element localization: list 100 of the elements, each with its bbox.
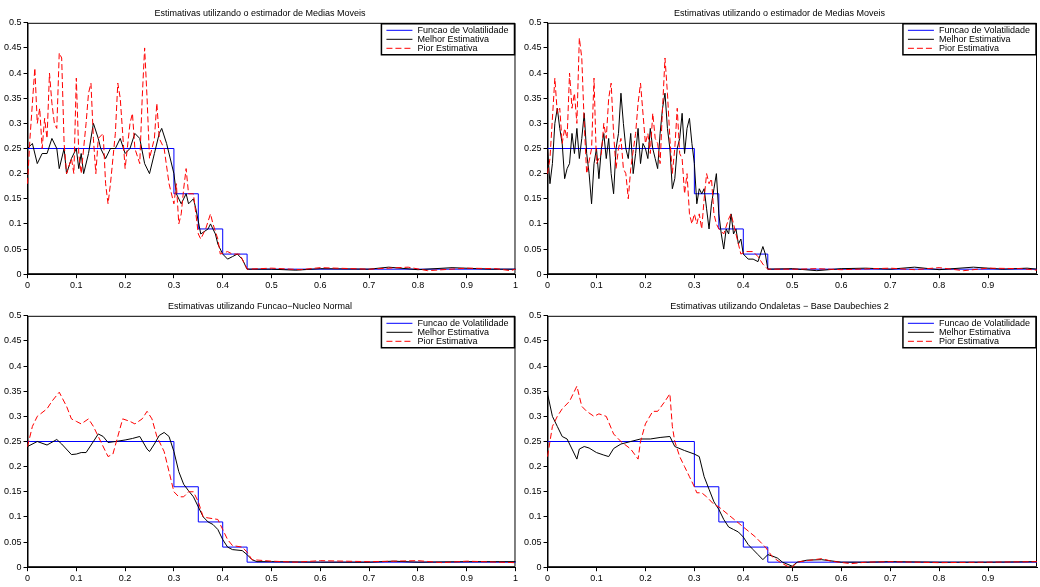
y-tick-label: 0: [536, 561, 542, 572]
x-tick-label: 0: [545, 280, 551, 291]
y-tick-label: 0.15: [3, 486, 22, 497]
x-tick-label: 0.3: [688, 573, 701, 584]
x-tick-label: 0.4: [737, 573, 750, 584]
legend-label: Pior Estimativa: [938, 335, 999, 346]
y-tick-label: 0.4: [9, 67, 22, 78]
x-tick-label: 0.1: [70, 573, 83, 584]
x-tick-label: 0.9: [460, 280, 473, 291]
legend-label: Pior Estimativa: [417, 42, 478, 53]
x-tick-label: 0.3: [167, 573, 181, 584]
y-tick-label: 0.1: [9, 218, 22, 229]
x-tick-label: 0.5: [786, 573, 799, 584]
x-tick-label: 0.6: [314, 280, 327, 291]
x-tick-label: 1: [512, 280, 519, 291]
x-tick-label: 0.5: [786, 280, 799, 291]
y-tick-label: 0: [536, 268, 542, 279]
y-tick-label: 0.25: [523, 142, 542, 153]
y-tick-label: 0.4: [529, 360, 542, 371]
y-tick-label: 0.35: [3, 385, 22, 396]
y-tick-label: 0.5: [529, 310, 542, 321]
x-tick-label: 0: [545, 573, 551, 584]
x-tick-label: 0.3: [688, 280, 701, 291]
x-tick-label: 0.3: [167, 280, 181, 291]
x-tick-label: 0.9: [981, 573, 995, 584]
chart-title: Estimativas utilizando Ondaletas − Base Daubechies 2: [670, 300, 889, 311]
x-tick-label: 0.8: [411, 280, 425, 291]
x-tick-label: 0.1: [590, 573, 603, 584]
x-tick-label: 0.6: [834, 573, 848, 584]
y-tick-label: 0.45: [3, 335, 22, 346]
x-tick-label: 0.4: [216, 280, 229, 291]
legend-label: Pior Estimativa: [938, 42, 999, 53]
y-tick-label: 0.25: [3, 142, 22, 153]
x-tick-label: 0.7: [362, 280, 376, 291]
y-tick-label: 0.1: [9, 511, 22, 522]
legend-label: Melhor Estimativa: [938, 326, 1011, 337]
legend-label: Melhor Estimativa: [938, 33, 1011, 44]
y-tick-label: 0.2: [529, 168, 542, 179]
x-tick-label: 0.7: [883, 573, 897, 584]
y-tick-label: 0.15: [3, 193, 22, 204]
legend-label: Funcao de Volatilidade: [938, 24, 1031, 35]
y-tick-label: 0.45: [523, 42, 542, 53]
y-tick-label: 0.3: [529, 410, 542, 421]
x-tick-label: 0.7: [362, 573, 376, 584]
y-tick-label: 0.15: [523, 486, 542, 497]
x-tick-label: 0.6: [314, 573, 327, 584]
x-tick-label: 0.2: [639, 280, 652, 291]
chart-title: Estimativas utilizando Funcao−Nucleo Normal: [168, 300, 352, 311]
y-tick-label: 0.3: [9, 410, 22, 421]
y-tick-label: 0.2: [9, 461, 22, 472]
x-tick-label: 0.1: [590, 280, 603, 291]
y-tick-label: 0.2: [9, 168, 22, 179]
x-tick-label: 0.2: [118, 280, 132, 291]
y-tick-label: 0.15: [523, 193, 542, 204]
y-tick-label: 0.25: [523, 435, 542, 446]
legend-label: Funcao de Volatilidade: [417, 24, 509, 35]
chart-title: Estimativas utilizando o estimador de Medias Moveis: [673, 7, 886, 18]
legend-label: Funcao de Volatilidade: [417, 317, 509, 328]
y-tick-label: 0.35: [523, 385, 542, 396]
x-tick-label: 0.7: [883, 280, 897, 291]
x-tick-label: 0.9: [981, 280, 995, 291]
y-tick-label: 0.5: [529, 17, 542, 28]
y-tick-label: 0.05: [523, 536, 542, 547]
y-tick-label: 0: [16, 561, 22, 572]
y-tick-label: 0.5: [9, 310, 22, 321]
y-tick-label: 0.45: [3, 42, 22, 53]
x-tick-label: 0.6: [834, 280, 848, 291]
x-tick-label: 0: [25, 280, 31, 291]
x-tick-label: 0.2: [118, 573, 132, 584]
x-tick-label: 0.5: [265, 573, 278, 584]
y-tick-label: 0.1: [529, 511, 542, 522]
y-tick-label: 0.3: [529, 117, 542, 128]
legend-label: Funcao de Volatilidade: [938, 317, 1031, 328]
y-tick-label: 0.3: [9, 117, 22, 128]
y-tick-label: 0.4: [529, 67, 542, 78]
x-tick-label: 1: [512, 573, 519, 584]
legend-label: Melhor Estimativa: [417, 326, 489, 337]
x-tick-label: 0.4: [737, 280, 750, 291]
y-tick-label: 0.35: [523, 92, 542, 103]
y-tick-label: 0: [16, 268, 22, 279]
y-tick-label: 0.5: [9, 17, 22, 28]
legend-label: Melhor Estimativa: [417, 33, 489, 44]
line-series: [27, 391, 516, 564]
y-tick-label: 0.25: [3, 435, 22, 446]
legend-label: Pior Estimativa: [417, 335, 478, 346]
y-tick-label: 0.05: [3, 536, 22, 547]
x-tick-label: 0.8: [932, 573, 946, 584]
x-tick-label: 0.9: [460, 573, 473, 584]
x-tick-label: 0.5: [265, 280, 278, 291]
x-tick-label: 0.2: [639, 573, 652, 584]
y-tick-label: 0.4: [9, 360, 22, 371]
chart-title: Estimativas utilizando o estimador de Medias Moveis: [154, 7, 367, 18]
x-tick-label: 0.1: [70, 280, 83, 291]
x-tick-label: 0.8: [932, 280, 946, 291]
y-tick-label: 0.35: [3, 92, 22, 103]
y-tick-label: 0.2: [529, 461, 542, 472]
x-tick-label: 0: [25, 573, 31, 584]
y-tick-label: 0.05: [3, 243, 22, 254]
x-tick-label: 0.4: [216, 573, 229, 584]
y-tick-label: 0.45: [523, 335, 542, 346]
